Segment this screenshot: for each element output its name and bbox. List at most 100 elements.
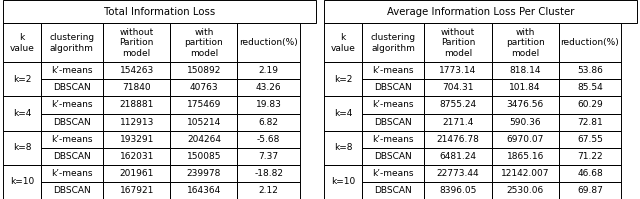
Bar xyxy=(362,79,424,97)
Text: 590.36: 590.36 xyxy=(509,118,541,127)
Bar xyxy=(492,148,559,165)
Text: DBSCAN: DBSCAN xyxy=(53,186,91,195)
Text: 3476.56: 3476.56 xyxy=(506,100,544,109)
Bar xyxy=(324,131,362,165)
Bar xyxy=(237,148,300,165)
Bar xyxy=(103,165,170,182)
Text: Average Information Loss Per Cluster: Average Information Loss Per Cluster xyxy=(387,7,574,17)
Text: 67.55: 67.55 xyxy=(577,135,603,144)
Text: 2171.4: 2171.4 xyxy=(442,118,474,127)
Text: 85.54: 85.54 xyxy=(577,83,603,92)
Bar xyxy=(424,62,492,79)
Bar xyxy=(3,62,41,97)
Bar xyxy=(559,79,621,97)
Text: 43.26: 43.26 xyxy=(256,83,282,92)
Text: 193291: 193291 xyxy=(120,135,154,144)
Text: k=10: k=10 xyxy=(10,177,34,186)
Bar xyxy=(41,165,103,182)
Bar xyxy=(492,23,559,62)
Text: k=10: k=10 xyxy=(331,177,355,186)
Bar xyxy=(170,182,237,199)
Text: with
partition
model: with partition model xyxy=(184,28,223,58)
Text: with
partition
model: with partition model xyxy=(506,28,545,58)
Bar xyxy=(237,23,300,62)
Text: k=8: k=8 xyxy=(334,143,353,152)
Text: k=4: k=4 xyxy=(334,109,353,118)
Text: k’-means: k’-means xyxy=(51,135,93,144)
Text: 19.83: 19.83 xyxy=(256,100,282,109)
Bar xyxy=(492,165,559,182)
Bar xyxy=(3,0,316,23)
Bar xyxy=(492,113,559,131)
Bar xyxy=(237,113,300,131)
Text: Total Information Loss: Total Information Loss xyxy=(104,7,215,17)
Text: 21476.78: 21476.78 xyxy=(436,135,479,144)
Bar xyxy=(324,165,362,199)
Text: 167921: 167921 xyxy=(120,186,154,195)
Bar xyxy=(103,97,170,113)
Text: 12142.007: 12142.007 xyxy=(501,169,549,178)
Text: 8755.24: 8755.24 xyxy=(440,100,477,109)
Bar xyxy=(103,113,170,131)
Text: without
Parition
model: without Parition model xyxy=(441,28,475,58)
Text: clustering
algorithm: clustering algorithm xyxy=(49,33,95,53)
Text: 22773.44: 22773.44 xyxy=(436,169,479,178)
Bar xyxy=(362,148,424,165)
Text: 162031: 162031 xyxy=(120,152,154,161)
Bar xyxy=(424,148,492,165)
Text: -18.82: -18.82 xyxy=(254,169,283,178)
Text: DBSCAN: DBSCAN xyxy=(374,83,412,92)
Bar xyxy=(424,182,492,199)
Text: clustering
algorithm: clustering algorithm xyxy=(371,33,416,53)
Bar xyxy=(41,113,103,131)
Text: reduction(%): reduction(%) xyxy=(239,38,298,47)
Bar xyxy=(324,62,362,97)
Text: 40763: 40763 xyxy=(189,83,218,92)
Bar xyxy=(559,62,621,79)
Text: 1865.16: 1865.16 xyxy=(506,152,544,161)
Bar xyxy=(424,97,492,113)
Text: 8396.05: 8396.05 xyxy=(439,186,477,195)
Text: k’-means: k’-means xyxy=(372,66,414,75)
Bar xyxy=(424,79,492,97)
Bar xyxy=(170,113,237,131)
Bar xyxy=(362,62,424,79)
Text: 2.12: 2.12 xyxy=(259,186,278,195)
Bar xyxy=(170,97,237,113)
Bar xyxy=(237,131,300,148)
Bar xyxy=(559,148,621,165)
Text: 69.87: 69.87 xyxy=(577,186,603,195)
Bar xyxy=(103,148,170,165)
Text: 818.14: 818.14 xyxy=(509,66,541,75)
Text: k
value: k value xyxy=(331,33,356,53)
Bar xyxy=(362,113,424,131)
Bar xyxy=(559,182,621,199)
Text: 71.22: 71.22 xyxy=(577,152,603,161)
Text: DBSCAN: DBSCAN xyxy=(53,83,91,92)
Bar xyxy=(41,23,103,62)
Text: k=4: k=4 xyxy=(13,109,31,118)
Text: 150892: 150892 xyxy=(187,66,221,75)
Text: k’-means: k’-means xyxy=(372,100,414,109)
Text: -5.68: -5.68 xyxy=(257,135,280,144)
Bar xyxy=(103,62,170,79)
Text: k’-means: k’-means xyxy=(51,169,93,178)
Bar xyxy=(237,182,300,199)
Text: DBSCAN: DBSCAN xyxy=(374,152,412,161)
Text: 101.84: 101.84 xyxy=(509,83,541,92)
Text: k’-means: k’-means xyxy=(51,100,93,109)
Bar xyxy=(424,131,492,148)
Bar xyxy=(362,182,424,199)
Bar xyxy=(3,165,41,199)
Bar xyxy=(3,131,41,165)
Text: 6.82: 6.82 xyxy=(259,118,278,127)
Bar xyxy=(362,97,424,113)
Bar xyxy=(324,23,362,62)
Bar xyxy=(424,23,492,62)
Text: 1773.14: 1773.14 xyxy=(440,66,477,75)
Bar xyxy=(559,97,621,113)
Text: without
Parition
model: without Parition model xyxy=(120,28,154,58)
Text: 150085: 150085 xyxy=(187,152,221,161)
Bar xyxy=(170,165,237,182)
Text: k’-means: k’-means xyxy=(51,66,93,75)
